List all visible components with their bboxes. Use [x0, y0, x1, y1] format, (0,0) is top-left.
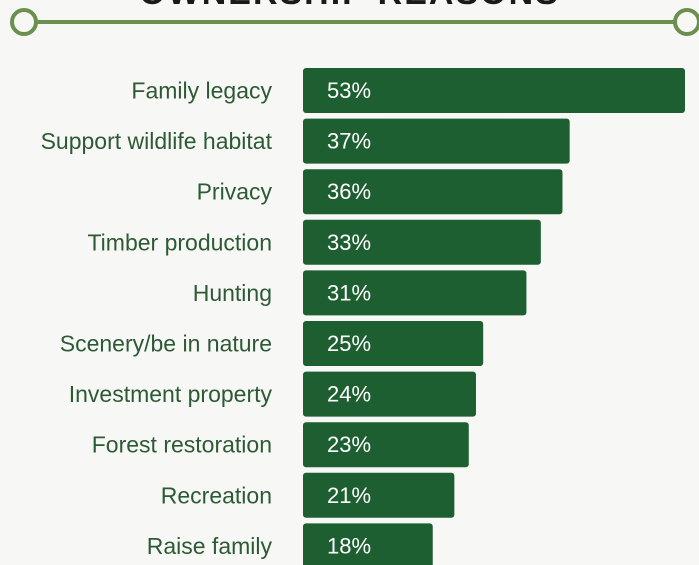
value-label-3: 33% [327, 230, 371, 255]
value-label-2: 36% [327, 179, 371, 204]
value-label-1: 37% [327, 129, 371, 154]
bar-0 [303, 68, 685, 113]
category-label-0: Family legacy [131, 78, 272, 104]
category-label-8: Recreation [161, 482, 272, 508]
value-label-6: 24% [327, 382, 371, 407]
bar-9 [303, 523, 433, 565]
value-label-4: 31% [327, 280, 371, 305]
bar-3 [303, 219, 541, 265]
bar-1 [303, 118, 570, 164]
value-label-9: 18% [327, 533, 371, 558]
value-label-5: 25% [327, 331, 371, 356]
value-label-0: 53% [327, 78, 371, 103]
title-divider [10, 8, 699, 36]
category-label-6: Investment property [69, 381, 273, 407]
category-label-7: Forest restoration [92, 432, 272, 458]
category-label-4: Hunting [193, 280, 272, 306]
category-label-1: Support wildlife habitat [41, 128, 273, 154]
category-label-9: Raise family [147, 533, 273, 559]
category-label-5: Scenery/be in nature [60, 331, 272, 357]
category-label-3: Timber production [87, 229, 272, 255]
title-divider-left-dot [10, 8, 38, 36]
bar-4 [303, 270, 527, 316]
bar-7 [303, 422, 469, 468]
bar-5 [303, 321, 484, 366]
value-label-8: 21% [327, 483, 371, 508]
bar-2 [303, 169, 563, 215]
chart-title: OWNERSHIP REASONS [0, 0, 699, 13]
bar-6 [303, 371, 476, 417]
bar-8 [303, 472, 455, 518]
value-label-7: 23% [327, 432, 371, 457]
title-divider-right-dot [673, 8, 699, 36]
category-label-2: Privacy [197, 179, 273, 205]
